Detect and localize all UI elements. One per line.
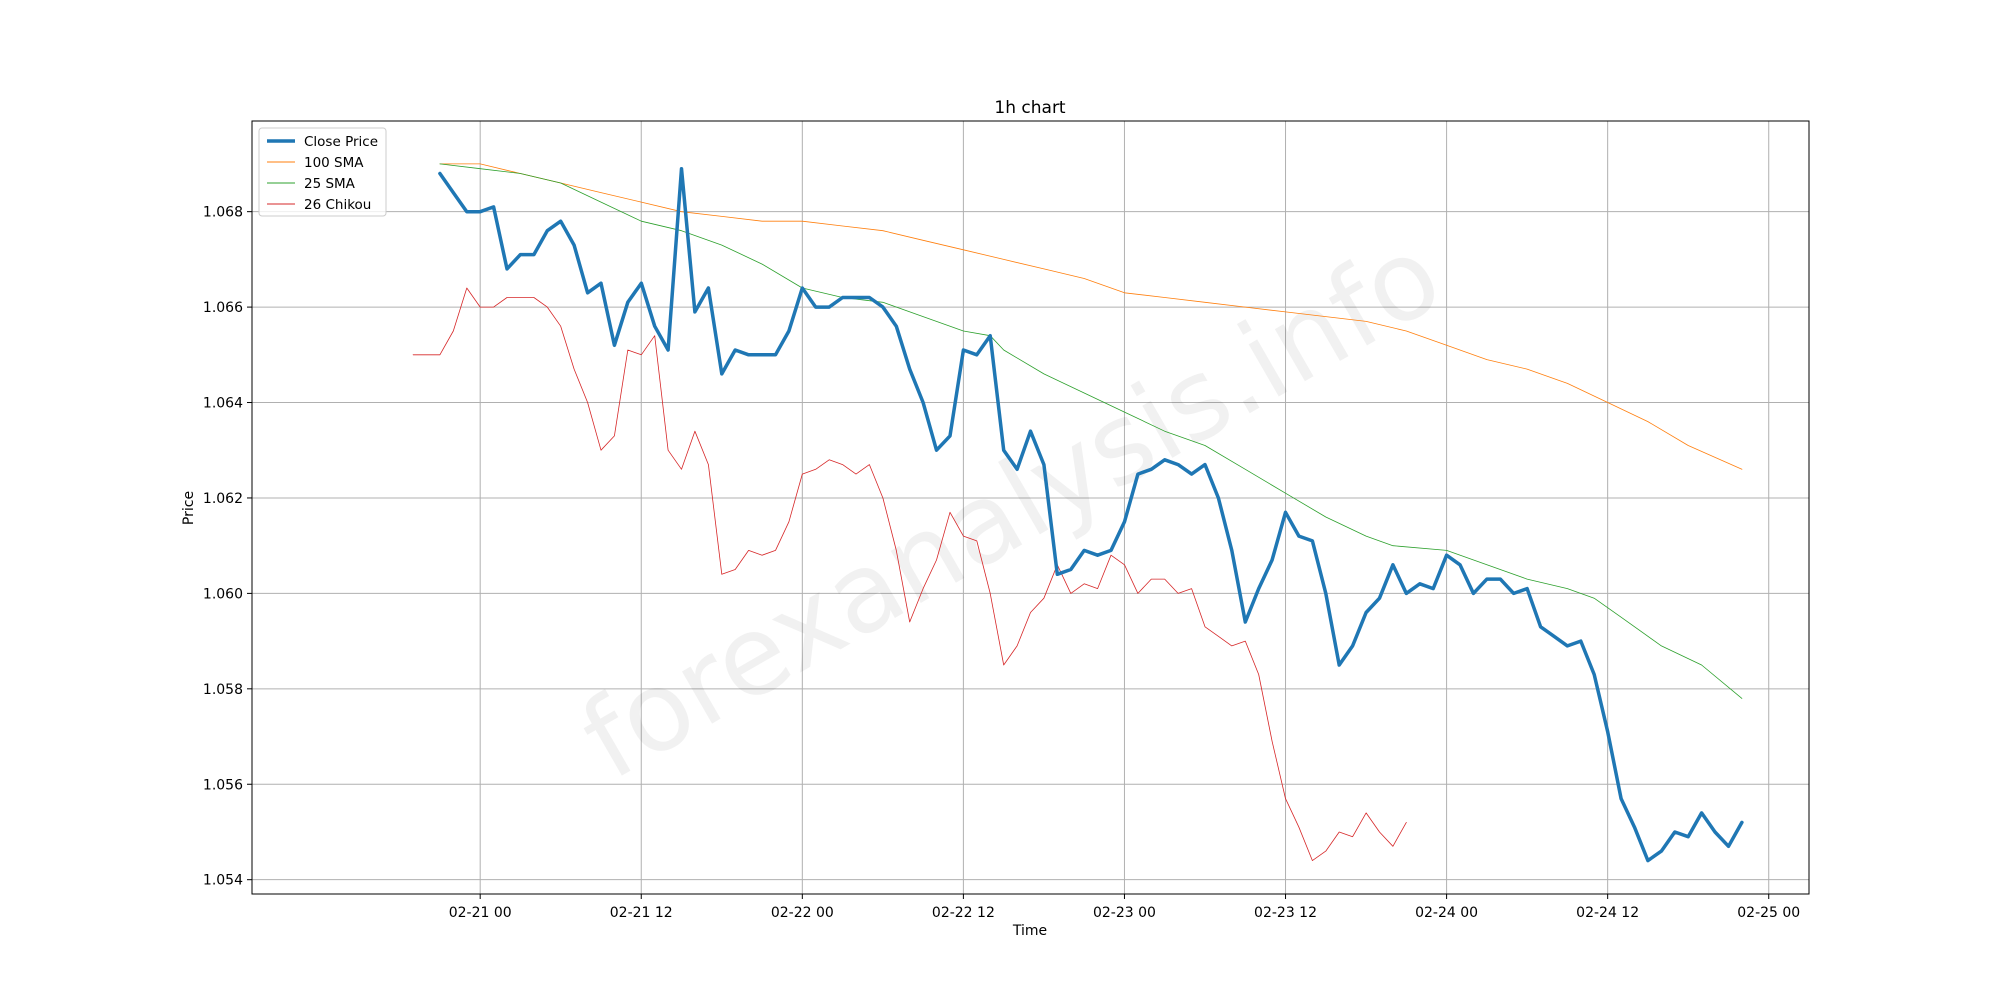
y-tick-label: 1.054 (203, 873, 243, 889)
series-line-100-sma (439, 163, 1743, 470)
legend: Close Price 100 SMA 25 SMA 26 Chikou (258, 127, 387, 217)
chart-title: 1h chart (994, 98, 1066, 118)
x-tick-label: 02-21 12 (610, 905, 673, 921)
grid (252, 121, 1809, 894)
series-line-close-price (438, 166, 1744, 863)
y-axis-label: Price (181, 491, 197, 525)
y-tick-label: 1.058 (203, 682, 243, 698)
x-tick-label: 02-23 00 (1093, 905, 1156, 921)
y-tick-label: 1.060 (203, 586, 243, 602)
y-tick-label: 1.056 (203, 777, 243, 793)
legend-box (258, 127, 387, 217)
plot-series (412, 163, 1744, 863)
series-line-26-chikou (412, 287, 1407, 861)
x-tick-label: 02-24 12 (1576, 905, 1639, 921)
legend-label-100-sma: 100 SMA (304, 155, 364, 171)
legend-label-close-price: Close Price (304, 134, 378, 150)
x-tick-label: 02-23 12 (1254, 905, 1317, 921)
y-tick-label: 1.062 (203, 491, 243, 507)
y-tick-label: 1.068 (203, 205, 243, 221)
x-tick-label: 02-25 00 (1737, 905, 1800, 921)
y-tick-label: 1.064 (203, 396, 243, 412)
y-tick-label: 1.066 (203, 300, 243, 316)
x-axis-label: Time (1012, 923, 1047, 939)
x-tick-label: 02-22 12 (932, 905, 995, 921)
x-tick-label: 02-24 00 (1415, 905, 1478, 921)
x-tick-label: 02-22 00 (771, 905, 834, 921)
plot-area-frame (251, 120, 1810, 895)
series-line-25-sma (439, 163, 1743, 699)
legend-label-26-chikou: 26 Chikou (304, 197, 371, 213)
axis-ticks: 02-21 00 02-21 12 02-22 00 02-22 12 02-23 00… (203, 205, 1800, 921)
x-tick-label: 02-21 00 (449, 905, 512, 921)
legend-label-25-sma: 25 SMA (304, 176, 356, 192)
